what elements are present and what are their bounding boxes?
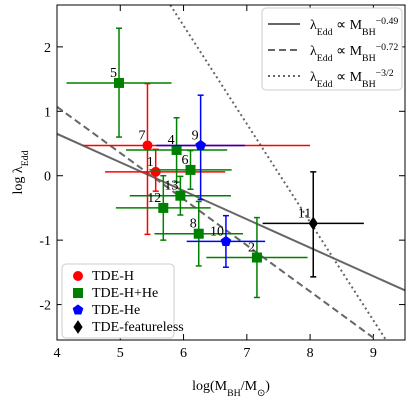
marker <box>195 139 206 150</box>
y-axis-label: log λEdd <box>11 150 31 194</box>
y-tick-label: 0 <box>44 170 51 185</box>
label-part: Edd <box>317 79 333 90</box>
marker <box>73 320 83 334</box>
x-tick-label: 5 <box>117 346 124 361</box>
label-part: log(M <box>192 379 228 394</box>
point-label: 1 <box>147 155 154 170</box>
label-part: ∝ M <box>333 70 363 85</box>
label-part: −3/2 <box>376 68 394 79</box>
marker <box>175 190 186 201</box>
series-legend: TDE-H TDE-H+He TDE-He TDE-featureless <box>61 263 184 339</box>
point-label: 12 <box>147 191 161 206</box>
point-label: 2 <box>248 241 255 256</box>
marker <box>308 216 318 231</box>
label-part: λ <box>310 44 317 59</box>
x-tick-label: 9 <box>370 346 377 361</box>
label-part: λ <box>310 70 317 85</box>
point-label: 11 <box>298 206 311 221</box>
marker <box>251 252 262 263</box>
point-label: 8 <box>190 217 197 232</box>
legend-label: TDE-He <box>92 303 140 318</box>
x-tick-label: 6 <box>180 346 187 361</box>
plot-frame <box>56 4 406 341</box>
legend-label: TDE-H <box>92 269 134 284</box>
point-label: 10 <box>210 224 224 239</box>
x-tick-label: 4 <box>54 346 61 361</box>
label-part: Edd <box>317 53 333 64</box>
y-tick-label: -1 <box>39 234 51 249</box>
point-label: 13 <box>164 179 178 194</box>
marker <box>73 271 83 281</box>
label-part: ) <box>265 379 270 394</box>
y-tick-label: -2 <box>39 299 51 314</box>
legend-label: λEdd ∝ MBH−0.49 <box>310 16 398 38</box>
y-tick-label: 1 <box>44 105 51 120</box>
label-part: ⊙ <box>257 388 265 399</box>
legend-box <box>61 263 175 339</box>
label-part: −0.72 <box>376 42 399 53</box>
x-tick-label: 8 <box>307 346 314 361</box>
point-label: 6 <box>182 153 189 168</box>
label-part: Edd <box>317 27 333 38</box>
marker <box>73 288 83 298</box>
label-part: BH <box>362 53 376 64</box>
label-part: BH <box>227 388 241 399</box>
legend-label: λEdd ∝ MBH−0.72 <box>310 42 398 64</box>
label-part: ∝ M <box>333 18 363 33</box>
legend-label: TDE-featureless <box>92 320 184 335</box>
y-tick-label: 2 <box>44 41 51 56</box>
point-label: 5 <box>110 66 117 81</box>
trend-line <box>169 5 387 340</box>
marker <box>72 304 84 315</box>
marker <box>158 202 169 213</box>
label-part: BH <box>362 27 376 38</box>
label-part: λ <box>310 18 317 33</box>
legend-label: λEdd ∝ MBH−3/2 <box>310 68 394 90</box>
legend-box <box>261 7 403 91</box>
legend-label: TDE-H+He <box>92 286 158 301</box>
trend-lines <box>57 5 405 340</box>
marker <box>114 77 125 88</box>
label-part: −0.49 <box>376 16 399 27</box>
label-part: ∝ M <box>333 44 363 59</box>
label-part: BH <box>362 79 376 90</box>
marker <box>185 164 196 175</box>
label-part: log λ <box>11 166 26 194</box>
x-tick-label: 7 <box>243 346 250 361</box>
marker <box>220 235 232 246</box>
marker <box>193 228 204 239</box>
x-axis-label: log(MBH/M⊙) <box>192 379 270 399</box>
point-label: 7 <box>138 128 145 143</box>
point-label: 9 <box>192 128 199 143</box>
point-label: 4 <box>168 133 175 148</box>
trend-line <box>57 132 405 292</box>
label-part: Edd <box>20 150 31 166</box>
label-part: /M <box>241 379 258 394</box>
